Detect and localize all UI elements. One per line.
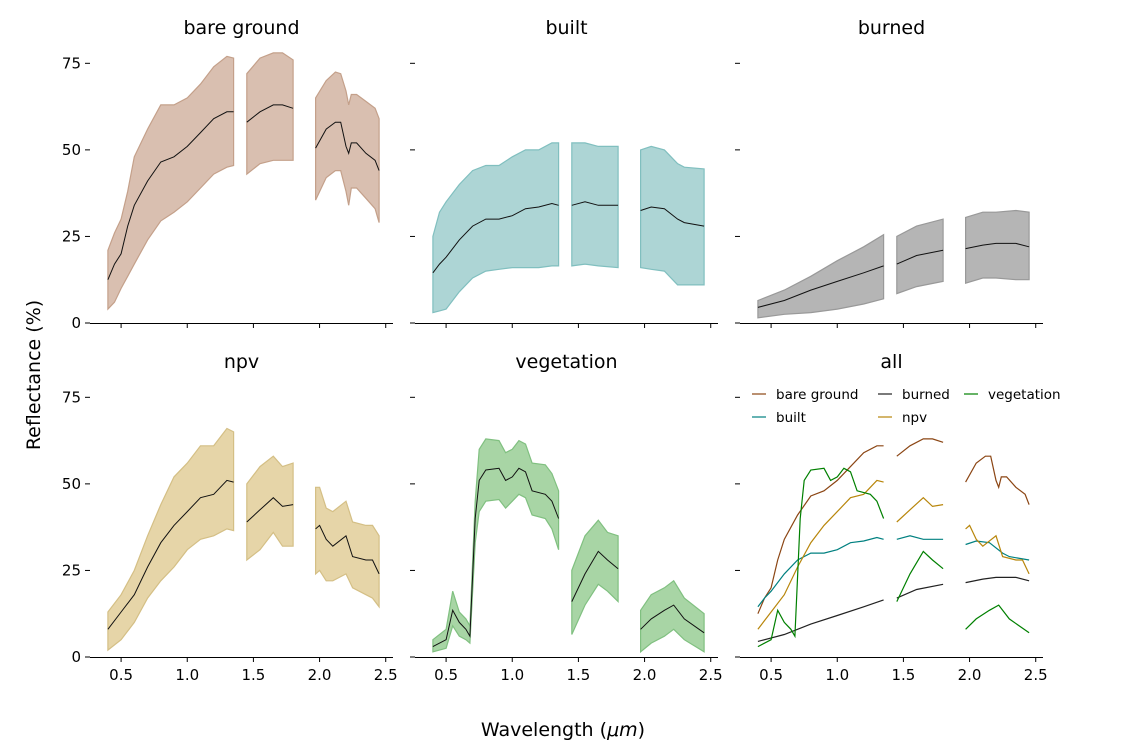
range-band xyxy=(432,438,560,653)
series-line-burned xyxy=(965,576,1030,584)
x-axis-label: Wavelength (μm) xyxy=(481,719,645,741)
x-tick-label: 2.0 xyxy=(958,666,982,684)
mean-line xyxy=(896,249,944,265)
mean-line xyxy=(432,202,559,274)
panel-title: built xyxy=(545,17,587,39)
range-band xyxy=(965,209,1030,285)
mean-line xyxy=(640,206,705,227)
series-line-bare-ground xyxy=(757,445,884,614)
legend-label: bare ground xyxy=(776,387,858,403)
series-line-vegetation xyxy=(965,604,1030,634)
x-tick-label: 0.5 xyxy=(109,666,133,684)
panel-title: burned xyxy=(858,17,925,39)
range-band xyxy=(640,579,705,654)
x-tick-label: 1.5 xyxy=(241,666,265,684)
mean-line xyxy=(757,265,884,308)
panel-npv: npv 0.5 1.0 1.5 2.0 2.5 0 25 50 75 xyxy=(62,351,398,684)
range-band xyxy=(246,455,294,562)
panel-vegetation: vegetation 0.5 1.0 1.5 2.0 2.5 xyxy=(410,351,723,684)
x-tick-label: 2.0 xyxy=(633,666,657,684)
mean-line xyxy=(107,479,234,630)
legend: bare ground built burned npv vegetation xyxy=(752,387,1061,426)
x-tick-label: 2.5 xyxy=(1024,666,1048,684)
range-band xyxy=(571,519,619,635)
series-line-npv xyxy=(896,496,944,523)
panel-burned: burned xyxy=(735,17,1043,328)
y-tick-label: 0 xyxy=(71,314,81,332)
series-line-built xyxy=(757,536,884,608)
panel-title: npv xyxy=(224,351,259,373)
x-tick-label: 0.5 xyxy=(759,666,783,684)
mean-line xyxy=(107,111,234,280)
range-band xyxy=(315,71,380,223)
y-tick-label: 75 xyxy=(62,54,81,72)
x-tick-label: 0.5 xyxy=(434,666,458,684)
series-line-built xyxy=(896,535,944,540)
series-line-bare-ground xyxy=(896,438,944,457)
y-tick-label: 50 xyxy=(62,475,81,493)
series-line-burned xyxy=(896,583,944,599)
x-tick-label: 1.0 xyxy=(175,666,199,684)
y-tick-label: 75 xyxy=(62,388,81,406)
series-line-bare-ground xyxy=(965,455,1030,505)
x-axis-label-unit: μm xyxy=(606,719,638,741)
range-band xyxy=(432,142,560,314)
mean-line xyxy=(432,467,560,648)
mean-line xyxy=(640,604,705,634)
mean-line xyxy=(315,524,380,575)
legend-label: built xyxy=(776,410,806,426)
panel-title: bare ground xyxy=(183,17,299,39)
x-tick-label: 1.0 xyxy=(500,666,524,684)
series-line-vegetation xyxy=(757,467,885,648)
x-tick-label: 2.5 xyxy=(374,666,398,684)
series-line-built xyxy=(965,540,1030,561)
mean-line xyxy=(965,242,1030,250)
mean-line xyxy=(315,121,380,171)
range-band xyxy=(896,218,944,295)
series-line-vegetation xyxy=(896,550,944,602)
y-tick-label: 25 xyxy=(62,561,81,579)
y-tick-label: 0 xyxy=(71,648,81,666)
panel-title: all xyxy=(880,351,902,373)
range-band xyxy=(107,427,235,652)
range-band xyxy=(571,142,619,269)
y-axis-label: Reflectance (%) xyxy=(23,300,45,450)
series-line-npv xyxy=(965,524,1030,575)
x-tick-label: 2.5 xyxy=(699,666,723,684)
x-axis-label-part: Wavelength ( xyxy=(481,719,607,741)
range-band xyxy=(757,233,885,319)
range-band xyxy=(107,55,235,311)
x-axis-label-part: ) xyxy=(638,719,645,741)
legend-label: burned xyxy=(902,387,950,403)
legend-label: npv xyxy=(902,410,927,426)
x-tick-label: 1.5 xyxy=(891,666,915,684)
series-line-burned xyxy=(757,599,884,642)
mean-line xyxy=(246,497,294,523)
y-tick-label: 50 xyxy=(62,141,81,159)
range-band xyxy=(315,486,380,609)
mean-line xyxy=(571,550,619,602)
panel-title: vegetation xyxy=(515,351,617,373)
mean-line xyxy=(571,201,619,206)
x-tick-label: 1.5 xyxy=(566,666,590,684)
mean-line xyxy=(246,104,294,123)
range-band xyxy=(246,52,294,176)
range-band xyxy=(640,145,705,286)
panel-built: built xyxy=(410,17,718,328)
x-tick-label: 1.0 xyxy=(825,666,849,684)
x-tick-label: 2.0 xyxy=(308,666,332,684)
y-tick-label: 25 xyxy=(62,227,81,245)
panel-all: all 0.5 1.0 1.5 2.0 2.5 bare ground built burned… xyxy=(735,351,1061,684)
series-line-npv xyxy=(757,479,884,630)
panel-bare-ground: bare ground 0 25 50 75 xyxy=(62,17,393,332)
legend-label: vegetation xyxy=(988,387,1061,403)
